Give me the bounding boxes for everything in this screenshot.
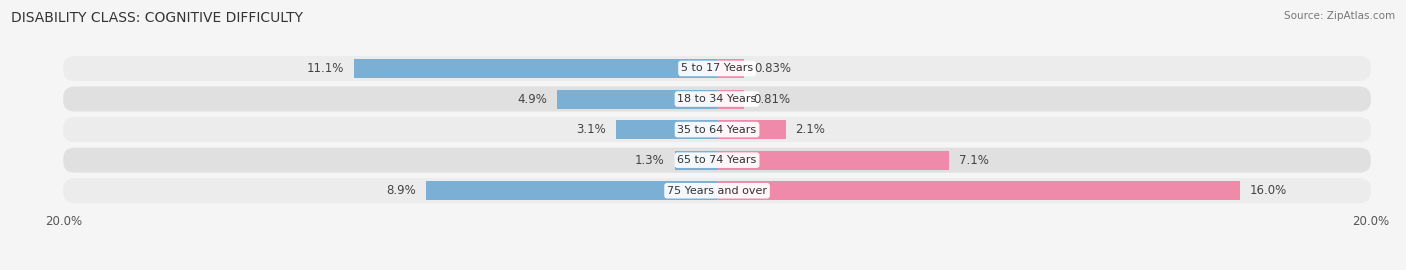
- FancyBboxPatch shape: [63, 148, 1371, 173]
- Bar: [675, 151, 717, 170]
- Text: 4.9%: 4.9%: [517, 93, 547, 106]
- Bar: [717, 90, 744, 109]
- Text: Source: ZipAtlas.com: Source: ZipAtlas.com: [1284, 11, 1395, 21]
- Text: DISABILITY CLASS: COGNITIVE DIFFICULTY: DISABILITY CLASS: COGNITIVE DIFFICULTY: [11, 11, 304, 25]
- Text: 0.81%: 0.81%: [754, 93, 790, 106]
- FancyBboxPatch shape: [63, 56, 1371, 81]
- Text: 8.9%: 8.9%: [387, 184, 416, 197]
- Bar: [717, 181, 1240, 200]
- Text: 0.83%: 0.83%: [754, 62, 792, 75]
- Bar: [616, 120, 717, 139]
- Bar: [354, 59, 717, 78]
- Legend: Male, Female: Male, Female: [650, 266, 785, 270]
- Bar: [717, 59, 744, 78]
- Text: 2.1%: 2.1%: [796, 123, 825, 136]
- Text: 65 to 74 Years: 65 to 74 Years: [678, 155, 756, 165]
- Bar: [717, 151, 949, 170]
- Text: 18 to 34 Years: 18 to 34 Years: [678, 94, 756, 104]
- Text: 1.3%: 1.3%: [636, 154, 665, 167]
- FancyBboxPatch shape: [63, 117, 1371, 142]
- Text: 16.0%: 16.0%: [1250, 184, 1286, 197]
- Bar: [426, 181, 717, 200]
- Text: 5 to 17 Years: 5 to 17 Years: [681, 63, 754, 73]
- Text: 35 to 64 Years: 35 to 64 Years: [678, 124, 756, 135]
- Text: 11.1%: 11.1%: [307, 62, 344, 75]
- FancyBboxPatch shape: [63, 86, 1371, 112]
- Text: 3.1%: 3.1%: [576, 123, 606, 136]
- Bar: [557, 90, 717, 109]
- Bar: [717, 120, 786, 139]
- Text: 7.1%: 7.1%: [959, 154, 988, 167]
- Text: 75 Years and over: 75 Years and over: [666, 186, 768, 196]
- FancyBboxPatch shape: [63, 178, 1371, 203]
